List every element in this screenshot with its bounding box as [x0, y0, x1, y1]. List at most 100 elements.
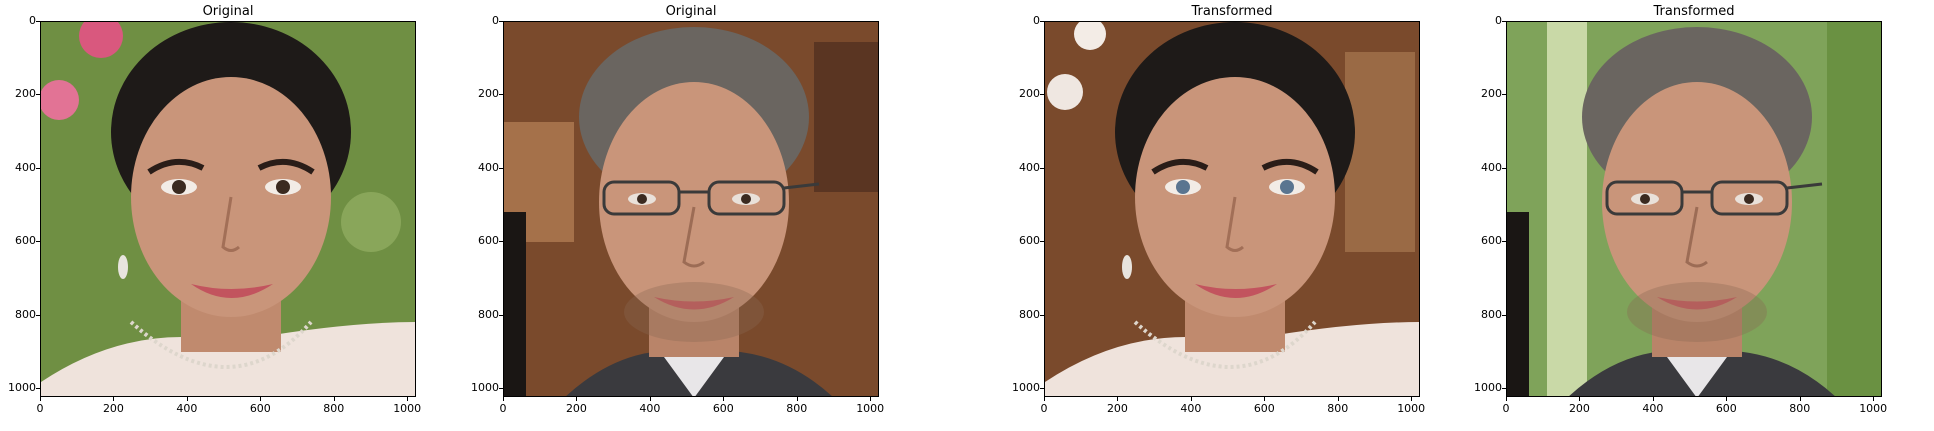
- flower: [79, 22, 123, 58]
- x-tick-label: 200: [1568, 402, 1590, 415]
- x-tick-mark: [1579, 397, 1581, 401]
- iris: [1744, 194, 1754, 204]
- x-tick-mark: [649, 397, 651, 401]
- y-tick-label: 0: [492, 14, 499, 27]
- x-tick-mark: [723, 397, 725, 401]
- wood-panel: [814, 42, 878, 192]
- subplot-title: Transformed: [1653, 4, 1735, 19]
- iris: [637, 194, 647, 204]
- x-tick-label: 600: [1715, 402, 1737, 415]
- y-tick-mark: [36, 241, 40, 243]
- subplot-panel: Original 0 200 400 600 800 1000 0 200 400 600 800 10…: [0, 0, 440, 431]
- y-tick-label: 600: [1019, 234, 1040, 248]
- x-tick-label: 600: [712, 402, 734, 415]
- iris: [1176, 180, 1190, 194]
- x-tick-label: 200: [1106, 402, 1128, 415]
- eyebrow: [1151, 159, 1209, 175]
- image-axes: [1044, 21, 1420, 397]
- y-tick-label: 600: [15, 234, 36, 248]
- y-tick-mark: [1502, 21, 1506, 22]
- shirt: [1667, 357, 1727, 396]
- flower: [1074, 22, 1106, 50]
- subplot-panel: Transformed 0 200 400 600 800 1000 0 200 400 600 80…: [1004, 0, 1444, 431]
- y-tick-mark: [1040, 241, 1044, 243]
- y-tick-mark: [36, 167, 40, 169]
- side-figure: [1507, 212, 1529, 396]
- mouth: [191, 284, 273, 298]
- iris: [741, 194, 751, 204]
- y-tick-label: 0: [1033, 14, 1040, 27]
- iris: [1640, 194, 1650, 204]
- subplot-title: Transformed: [1191, 4, 1273, 19]
- leaf: [1827, 22, 1881, 396]
- x-tick-mark: [40, 397, 41, 401]
- x-tick-label: 600: [249, 402, 271, 415]
- x-tick-mark: [407, 397, 409, 401]
- x-tick-mark: [870, 397, 872, 401]
- x-tick-label: 1000: [1397, 402, 1426, 415]
- x-tick-mark: [796, 397, 798, 401]
- x-tick-label: 1000: [856, 402, 885, 415]
- y-tick-label: 800: [478, 307, 499, 321]
- glasses-arm: [1786, 182, 1823, 190]
- x-tick-mark: [1117, 397, 1119, 401]
- y-tick-label: 600: [478, 234, 499, 248]
- x-tick-label: 0: [499, 402, 507, 415]
- x-tick-label: 400: [1642, 402, 1664, 415]
- image-axes: [503, 21, 879, 397]
- x-tick-mark: [1411, 397, 1413, 401]
- subplot-panel: Original 0 200 400 600 800 1000 0 200 400 600 800 10…: [463, 0, 903, 431]
- y-tick-mark: [1502, 314, 1506, 316]
- x-tick-label: 200: [102, 402, 124, 415]
- y-tick-mark: [36, 94, 40, 96]
- nose: [682, 206, 705, 268]
- y-tick-label: 1000: [471, 381, 499, 395]
- y-tick-mark: [1502, 94, 1506, 96]
- y-tick-mark: [1502, 241, 1506, 243]
- iris: [172, 180, 186, 194]
- x-tick-mark: [260, 397, 262, 401]
- y-tick-label: 1000: [8, 381, 36, 395]
- iris: [276, 180, 290, 194]
- x-tick-mark: [1337, 397, 1339, 401]
- earring: [1122, 255, 1132, 279]
- necklace: [1133, 320, 1317, 369]
- y-tick-mark: [36, 388, 40, 390]
- face-image: [41, 22, 415, 396]
- y-tick-label: 400: [1019, 160, 1040, 174]
- glasses-lens: [707, 180, 786, 216]
- x-tick-mark: [113, 397, 115, 401]
- x-tick-label: 800: [323, 402, 345, 415]
- x-tick-label: 400: [639, 402, 661, 415]
- x-tick-label: 0: [36, 402, 44, 415]
- x-tick-label: 800: [786, 402, 808, 415]
- x-tick-mark: [1044, 397, 1045, 401]
- y-tick-mark: [499, 167, 503, 169]
- x-tick-label: 1000: [393, 402, 422, 415]
- light-stripe: [1547, 22, 1587, 396]
- y-tick-mark: [1040, 21, 1044, 22]
- glasses-lens: [1605, 180, 1684, 216]
- y-tick-label: 400: [478, 160, 499, 174]
- x-tick-label: 0: [1502, 402, 1510, 415]
- x-tick-mark: [1264, 397, 1266, 401]
- y-tick-mark: [499, 314, 503, 316]
- face-image: [1507, 22, 1881, 396]
- face: [599, 82, 789, 322]
- image-axes: [40, 21, 416, 397]
- x-tick-mark: [503, 397, 504, 401]
- x-tick-label: 1000: [1859, 402, 1888, 415]
- necklace: [129, 320, 313, 369]
- y-tick-mark: [36, 314, 40, 316]
- leaf: [341, 192, 401, 252]
- x-tick-label: 400: [1180, 402, 1202, 415]
- y-tick-mark: [36, 21, 40, 22]
- nose: [221, 196, 240, 252]
- y-tick-label: 800: [1481, 307, 1502, 321]
- mouth: [1195, 284, 1277, 298]
- y-tick-label: 400: [1481, 160, 1502, 174]
- face: [1602, 82, 1792, 322]
- x-tick-mark: [576, 397, 578, 401]
- glasses-arm: [783, 182, 820, 190]
- y-tick-mark: [1502, 388, 1506, 390]
